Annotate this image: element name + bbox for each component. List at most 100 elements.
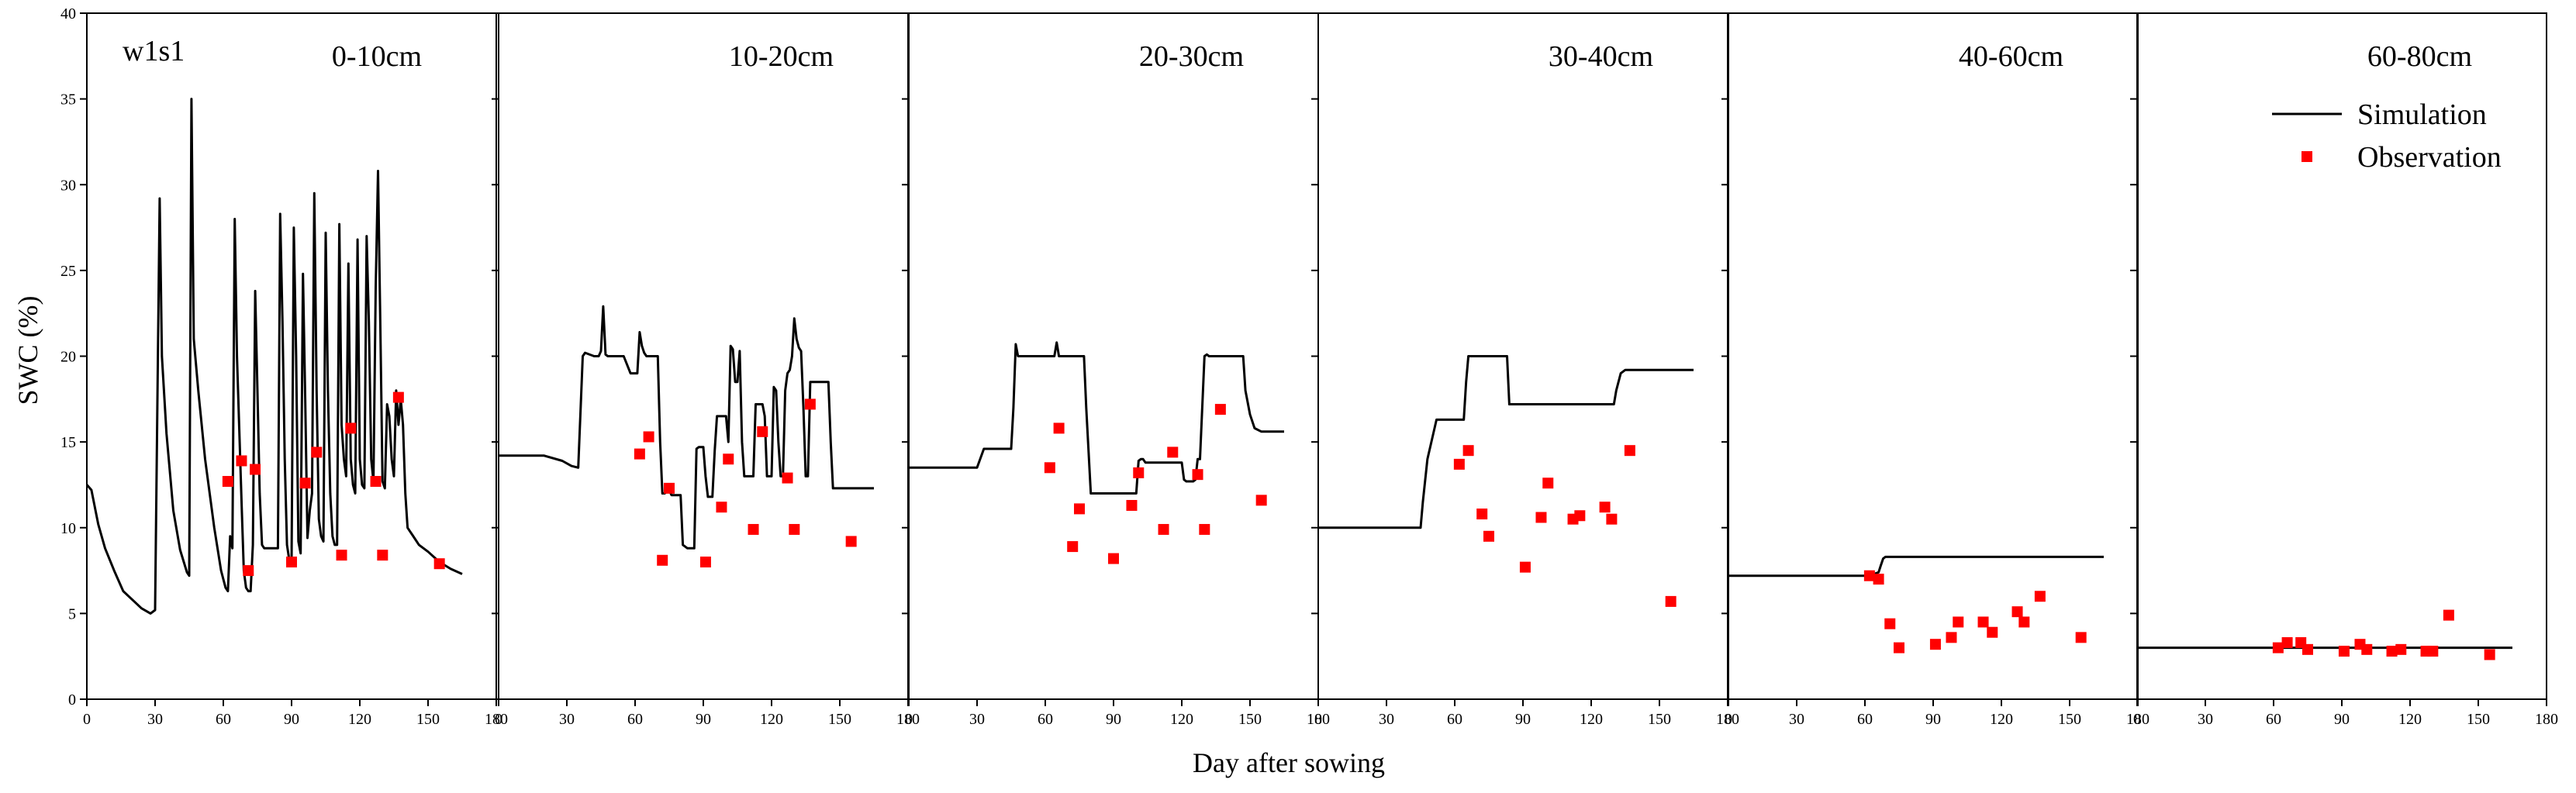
panel-1-observation-point: [311, 446, 323, 458]
panel-3-observation-point: [1192, 469, 1203, 481]
panel-1-frame: [86, 12, 497, 700]
x-tick-label: 60: [2266, 711, 2281, 728]
panel-3-observation-point: [1053, 422, 1065, 434]
x-tick-label: 120: [760, 711, 783, 728]
panel-5-observation-point: [2075, 632, 2087, 643]
panel-4-depth-label: 30-40cm: [1549, 40, 1653, 73]
panel-2-observation-point: [664, 482, 675, 494]
panel-3-depth-label: 20-30cm: [1139, 40, 1244, 73]
panel-4-observation-point: [1483, 530, 1494, 542]
panel-2-observation-point: [699, 557, 711, 567]
x-tick-label: 60: [1038, 711, 1053, 728]
panel-1-depth-label: 0-10cm: [332, 40, 422, 73]
panel-5-observation-point: [1884, 618, 1896, 629]
panel-6-observation-point: [2395, 643, 2407, 655]
legend-observation-marker-icon: [2301, 151, 2312, 162]
x-tick-label: 60: [216, 711, 231, 728]
y-tick-label: 40: [60, 5, 76, 22]
x-tick-label: 0: [905, 711, 913, 728]
y-tick-label: 10: [60, 520, 76, 537]
panel-2-observation-point: [804, 398, 816, 410]
x-tick-label: 150: [1238, 711, 1262, 728]
panel-1-observation-point: [336, 550, 347, 561]
panel-5-observation-point: [2034, 591, 2046, 602]
panel-4-observation-point: [1542, 478, 1554, 489]
panel-5-observation-point: [2018, 616, 2030, 628]
panel-1-simulation-line: [85, 98, 463, 615]
y-tick-label: 30: [60, 177, 76, 194]
x-tick-label: 120: [1170, 711, 1193, 728]
x-axis-title: Day after sowing: [1193, 747, 1385, 778]
panel-2-observation-point: [657, 554, 668, 566]
panel-4-observation-point: [1519, 561, 1531, 573]
x-tick-label: 90: [1515, 711, 1531, 728]
x-tick-label: 30: [2198, 711, 2213, 728]
x-tick-label: 0: [495, 711, 502, 728]
x-tick-label: 180: [485, 711, 508, 728]
x-tick-label: 30: [1379, 711, 1394, 728]
legend-simulation-label: Simulation: [2357, 98, 2487, 131]
panel-4-simulation-line: [1318, 355, 1694, 529]
panel-2: 0 30 60 90 120 150 180 10-20cm: [492, 12, 920, 728]
panel-3-observation-point: [1067, 541, 1079, 553]
panel-2-frame: [498, 12, 909, 700]
panel-6-observation-point: [2281, 636, 2293, 648]
panel-2-simulation-line: [499, 305, 874, 550]
panel-3-observation-point: [1214, 404, 1226, 415]
panel-4-observation-point: [1574, 510, 1586, 522]
x-tick-label: 180: [1716, 711, 1739, 728]
panel-3-simulation-line: [909, 341, 1284, 495]
panel-5-observation-point: [1987, 626, 1998, 638]
y-tick-label: 25: [60, 263, 76, 280]
panel-4-observation-point: [1535, 512, 1547, 523]
panel-4-observation-point: [1462, 445, 1474, 457]
x-tick-label: 120: [1990, 711, 2013, 728]
panel-5-observation-point: [1873, 574, 1884, 585]
x-tick-label: 150: [2058, 711, 2081, 728]
panel-2-observation-point: [789, 523, 800, 535]
x-tick-label: 30: [969, 711, 985, 728]
y-tick-label: 0: [68, 691, 76, 709]
panel-5-observation-point: [1863, 570, 1875, 581]
x-tick-label: 0: [1725, 711, 1732, 728]
x-tick-label: 180: [1307, 711, 1330, 728]
x-tick-label: 90: [1925, 711, 1941, 728]
panel-3-frame: [908, 12, 1319, 700]
x-tick-label: 150: [416, 711, 440, 728]
legend-observation-label: Observation: [2357, 141, 2502, 174]
x-tick-label: 30: [559, 711, 575, 728]
x-tick-label: 60: [1447, 711, 1462, 728]
panel-6: 0 30 60 90 120 150 180 60-80cm: [2130, 12, 2558, 728]
panel-3-observation-point: [1074, 503, 1085, 515]
y-tick-label: 20: [60, 349, 76, 366]
panel-3: 0 30 60 90 120 150 180 20-30cm: [902, 12, 1330, 728]
x-tick-label: 120: [1580, 711, 1603, 728]
panel-3-observation-point: [1133, 467, 1145, 478]
panel-1-observation-point: [433, 558, 445, 570]
y-tick-label: 35: [60, 91, 76, 109]
panel-5-observation-point: [2011, 606, 2023, 618]
panel-1-observation-point: [345, 422, 357, 434]
x-tick-label: 90: [284, 711, 299, 728]
panel-4-observation-point: [1453, 458, 1465, 470]
x-tick-label: 90: [2334, 711, 2350, 728]
panel-4-observation-point: [1606, 513, 1618, 525]
y-tick-label: 5: [68, 605, 76, 622]
panel-2-observation-point: [723, 453, 734, 465]
panel-4-observation-point: [1599, 502, 1611, 513]
panel-1-observation-point: [377, 550, 388, 561]
x-tick-label: 180: [896, 711, 920, 728]
panel-6-observation-point: [2361, 643, 2373, 655]
y-axis-title: SWC (%): [12, 296, 43, 405]
panel-5-simulation-line: [1728, 555, 2104, 578]
y-tick-label: 15: [60, 434, 76, 451]
panel-3-observation-point: [1199, 523, 1210, 535]
panel-5-frame: [1728, 12, 2139, 700]
panel-1-observation-point: [236, 455, 247, 467]
panel-2-observation-point: [634, 448, 645, 460]
panel-5-observation-point: [1977, 616, 1989, 628]
panel-5-observation-point: [1929, 639, 1941, 650]
panel-1-observation-point: [243, 565, 254, 577]
